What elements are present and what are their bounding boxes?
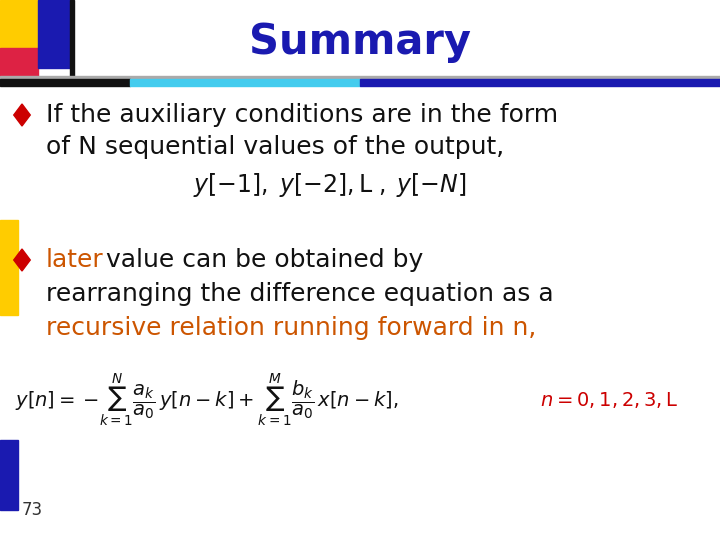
Bar bbox=[0, 79, 130, 86]
Text: of N sequential values of the output,: of N sequential values of the output, bbox=[46, 135, 504, 159]
Text: $y\left[-1\right],\;y\left[-2\right],\mathsf{L}\;,\;y\left[-N\right]$: $y\left[-1\right],\;y\left[-2\right],\ma… bbox=[193, 171, 467, 199]
Text: value can be obtained by: value can be obtained by bbox=[98, 248, 423, 272]
Text: $n=0,1,2,3,\mathsf{L}$: $n=0,1,2,3,\mathsf{L}$ bbox=[540, 390, 679, 410]
Bar bbox=[0, 76, 720, 79]
Text: Summary: Summary bbox=[249, 21, 471, 63]
Bar bbox=[0, 220, 18, 315]
Bar bbox=[360, 79, 720, 86]
Text: $y\left[n\right]=-\!\sum_{k=1}^{N}\dfrac{a_k}{a_0}\,y\left[n-k\right]+\sum_{k=1}: $y\left[n\right]=-\!\sum_{k=1}^{N}\dfrac… bbox=[15, 372, 398, 429]
Text: recursive relation running forward in n,: recursive relation running forward in n, bbox=[46, 316, 536, 340]
Text: 73: 73 bbox=[22, 501, 43, 519]
Bar bbox=[130, 79, 360, 86]
Bar bbox=[70, 0, 74, 76]
Bar bbox=[0, 440, 18, 510]
Text: later: later bbox=[46, 248, 104, 272]
Bar bbox=[38, 0, 70, 68]
Polygon shape bbox=[14, 249, 30, 271]
Bar bbox=[0, 0, 38, 48]
Text: rearranging the difference equation as a: rearranging the difference equation as a bbox=[46, 282, 554, 306]
Text: If the auxiliary conditions are in the form: If the auxiliary conditions are in the f… bbox=[46, 103, 558, 127]
Bar bbox=[0, 48, 38, 76]
Polygon shape bbox=[14, 104, 30, 126]
